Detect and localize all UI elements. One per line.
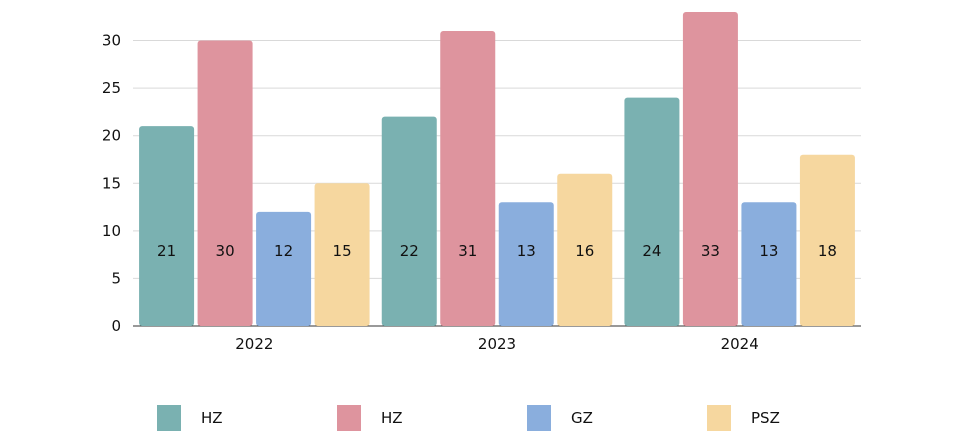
bar-hz-2024 — [682, 12, 738, 326]
legend-swatch — [527, 405, 551, 431]
bar-hz-2022 — [139, 126, 195, 326]
bar-value-label: 13 — [517, 242, 536, 260]
x-category-label: 2022 — [235, 335, 273, 353]
bar-value-label: 12 — [274, 242, 293, 260]
bar-value-label: 24 — [642, 242, 661, 260]
bar-gz-2022 — [256, 211, 312, 326]
bar-psz-2023 — [557, 173, 613, 326]
x-category-label: 2023 — [478, 335, 516, 353]
bar-value-label: 31 — [458, 242, 477, 260]
legend-label: HZ — [381, 409, 403, 427]
legend: HZ HZ GZ PSZ — [157, 405, 780, 431]
y-tick-label: 25 — [102, 79, 121, 97]
bar-gz-2024 — [741, 202, 797, 326]
legend-label: GZ — [571, 409, 593, 427]
bar-hz-2023 — [381, 116, 437, 327]
bar-psz-2022 — [314, 183, 370, 326]
grid — [133, 40, 861, 327]
legend-swatch — [157, 405, 181, 431]
bar-value-label: 33 — [701, 242, 720, 260]
bar-psz-2024 — [799, 154, 855, 326]
bar-hz-2022 — [197, 40, 253, 326]
bar-hz-2024 — [624, 97, 680, 327]
bars — [139, 12, 855, 327]
bar-value-label: 15 — [333, 242, 352, 260]
bar-value-labels: 21 30 12 15 22 31 13 16 24 33 13 18 — [157, 242, 837, 260]
legend-swatch — [707, 405, 731, 431]
x-axis-categories: 2022 2023 2024 — [235, 335, 759, 353]
bar-value-label: 13 — [759, 242, 778, 260]
bar-value-label: 18 — [818, 242, 837, 260]
y-tick-label: 20 — [102, 127, 121, 145]
x-category-label: 2024 — [721, 335, 759, 353]
y-axis-ticks: 0 5 10 15 20 25 30 — [102, 32, 121, 335]
y-tick-label: 0 — [111, 317, 121, 335]
bar-value-label: 16 — [575, 242, 594, 260]
y-tick-label: 15 — [102, 174, 121, 192]
y-tick-label: 5 — [111, 269, 121, 287]
bar-value-label: 22 — [400, 242, 419, 260]
bar-value-label: 21 — [157, 242, 176, 260]
legend-swatch — [337, 405, 361, 431]
y-tick-label: 10 — [102, 222, 121, 240]
legend-label: PSZ — [751, 409, 780, 427]
y-tick-label: 30 — [102, 32, 121, 50]
bar-hz-2023 — [440, 31, 496, 326]
bar-value-label: 30 — [216, 242, 235, 260]
legend-label: HZ — [201, 409, 223, 427]
bar-gz-2023 — [498, 202, 554, 326]
